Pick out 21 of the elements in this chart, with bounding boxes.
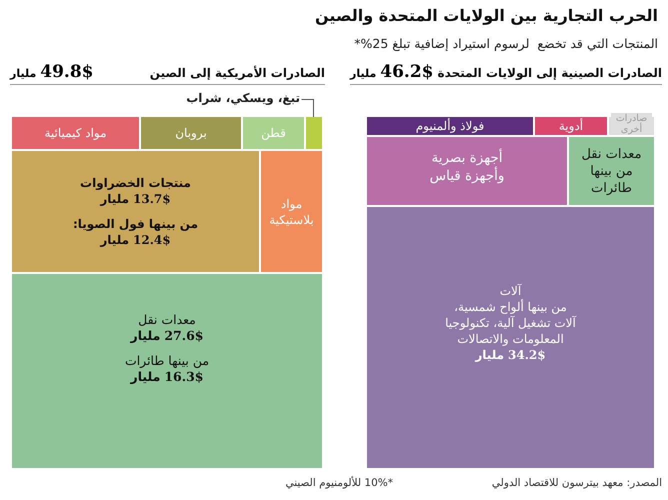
category-label: تبغ، ويسكي، شراب — [186, 91, 300, 105]
text: الصادرات الصينية إلى الولايات المتحدة — [438, 66, 662, 80]
category-label: معدات نقل من بينها طائرات — [572, 146, 652, 196]
category-label: منتجات الخضراوات — [72, 175, 198, 191]
text: الصادرات الأمريكية إلى الصين — [150, 66, 325, 80]
category-label: أدوية — [558, 118, 584, 134]
text: المصدر: معهد بيترسون للاقتصاد الدولي — [492, 477, 662, 489]
text: المنتجات التي قد تخضع لرسوم استيراد إضافية تبلغ 25%* — [354, 36, 658, 51]
category-label: قطن — [261, 125, 286, 141]
category-label: مواد كيميائية — [44, 125, 107, 141]
text: الحرب التجارية بين الولايات المتحدة والصين — [315, 6, 658, 25]
category-label: آلات من بينها ألواح شمسية، آلات تشغيل آلية، تكنولوجيا المعلومات والاتصالات — [445, 283, 576, 347]
category-label: معدات نقل — [124, 312, 210, 328]
category-label: مواد بلاستيكية — [262, 196, 322, 228]
text: من بينها فول الصويا: — [72, 216, 198, 232]
category-label: أجهزة بصرية وأجهزة قياس — [412, 149, 522, 185]
category-label: صادرات أخرى — [611, 113, 652, 135]
category-label: بروبان — [175, 125, 207, 141]
category-label: فولاذ وألمنيوم — [416, 118, 484, 134]
text: *10% للألومنيوم الصيني — [285, 477, 393, 489]
category-label: من بينها طائرات — [124, 353, 210, 369]
